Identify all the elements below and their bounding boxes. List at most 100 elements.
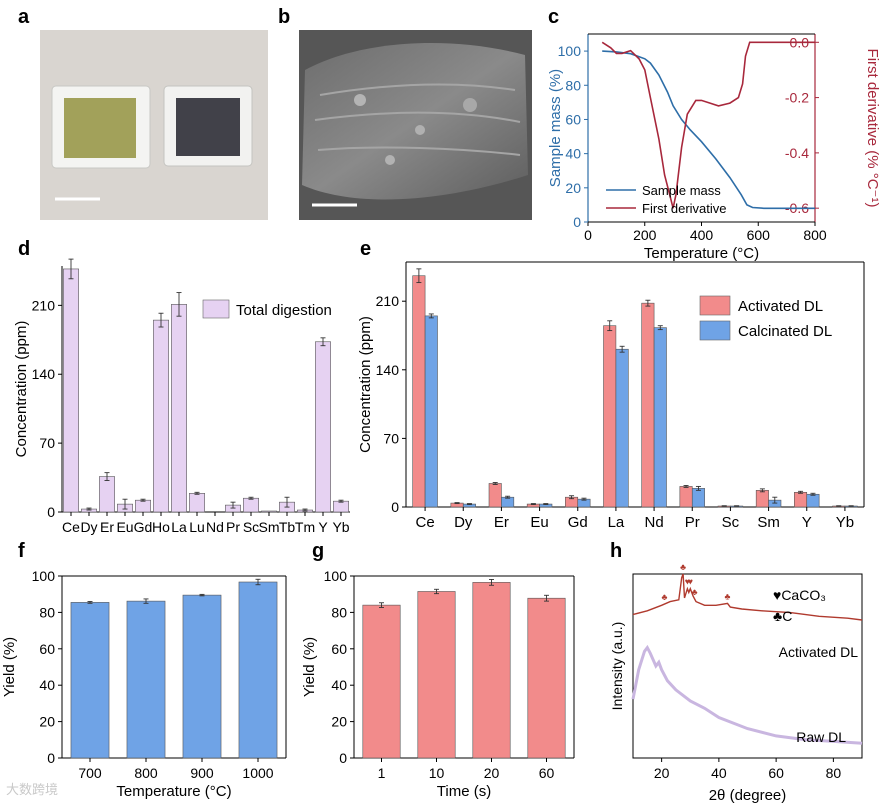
plot-frame — [632, 573, 863, 759]
series-line-first-derivative — [601, 41, 815, 209]
sem-image-panel-b — [299, 30, 532, 220]
peak-marker: ♣ — [680, 562, 686, 572]
bar-1-yield — [362, 604, 401, 759]
panel-label-g: g — [312, 540, 325, 562]
x-tick-label-Sc: Sc — [722, 514, 740, 531]
y-tick-label: 60 — [331, 641, 347, 657]
x-tick-label-Yb: Yb — [332, 519, 349, 535]
chart-f-yield-temperature: 0 20 40 60 80 100 700 800 900 1000 Yield (%) Temper… — [1, 568, 287, 800]
series-line-activated-dl — [632, 573, 863, 621]
x-tick-label: 600 — [747, 227, 771, 243]
bar-Nd-calcinated-dl — [653, 327, 667, 508]
bar-700-yield — [70, 602, 110, 759]
legend-label: Calcinated DL — [738, 323, 832, 340]
legend-label: Activated DL — [738, 298, 823, 315]
y-axis-label: Concentration (ppm) — [357, 316, 374, 453]
x-axis-label: 2θ (degree) — [709, 787, 787, 804]
x-tick-label-Y: Y — [318, 519, 328, 535]
peak-marker: ♣ — [725, 591, 731, 601]
y-tick-label: 100 — [32, 568, 56, 584]
x-tick-label-800: 800 — [134, 765, 158, 781]
x-tick-label: 20 — [654, 765, 670, 781]
bar-Sc-total-digestion — [243, 497, 259, 513]
panel-label-h: h — [610, 540, 623, 562]
panel-label-d: d — [18, 238, 31, 260]
x-tick-label-Dy: Dy — [454, 514, 473, 531]
x-tick-label-60: 60 — [539, 765, 555, 781]
x-tick-label-La: La — [171, 519, 187, 535]
legend-label: ♥CaCO₃ — [773, 587, 826, 603]
bar-Gd-total-digestion — [135, 499, 151, 513]
y-tick-label: 140 — [32, 366, 56, 382]
y-tick-label: 80 — [331, 604, 347, 620]
bar-Ce-activated-dl — [412, 275, 426, 508]
y-tick-label: 20 — [565, 180, 581, 196]
bar-Nd-activated-dl — [641, 302, 655, 508]
y-tick-label: 0 — [573, 214, 581, 230]
y-tick-label: 100 — [558, 43, 582, 59]
bar-Pr-calcinated-dl — [691, 488, 705, 508]
x-tick-label: 0 — [584, 227, 592, 243]
y-tick-label: 20 — [331, 714, 347, 730]
y-tick-label: 60 — [39, 641, 55, 657]
chart-g-yield-time: 0 20 40 60 80 100 1 10 20 60 Yield (%) Time (s) — [301, 568, 575, 800]
chart-d-total-digestion: 0 70 140 210 Ce Dy Er Eu Gd Ho La Lu Nd Pr Sc Sm Tb Tm Y Yb… — [13, 258, 350, 535]
peak-marker: ♥ — [685, 577, 690, 587]
peak-marker: ♥ — [688, 577, 693, 587]
watermark: 大数跨境 — [6, 783, 59, 798]
bar-Er-activated-dl — [488, 483, 502, 508]
x-tick-label-20: 20 — [484, 765, 500, 781]
x-tick-label-700: 700 — [78, 765, 102, 781]
bar-20-yield — [472, 582, 511, 759]
peak-marker: ♣ — [662, 592, 668, 602]
curve-label-raw: Raw DL — [796, 729, 846, 745]
x-tick-label-Ho: Ho — [152, 519, 170, 535]
panel-label-f: f — [18, 540, 25, 562]
y-tick-label: 70 — [39, 435, 55, 451]
x-tick-label-Sm: Sm — [757, 514, 780, 531]
x-tick-label-Dy: Dy — [80, 519, 97, 535]
y-tick-label: 210 — [376, 293, 400, 309]
x-tick-label: 80 — [826, 765, 842, 781]
bar-La-total-digestion — [171, 304, 187, 513]
y2-tick-label: -0.2 — [785, 90, 809, 106]
x-tick-label-Gd: Gd — [134, 519, 153, 535]
bar-Ce-total-digestion — [63, 268, 79, 513]
x-tick-label-Eu: Eu — [530, 514, 548, 531]
x-tick-label-Pr: Pr — [685, 514, 700, 531]
y-axis-label: Intensity (a.u.) — [609, 622, 625, 711]
x-tick-label: 200 — [633, 227, 657, 243]
legend-label: ♣C — [773, 608, 792, 624]
x-tick-label-1000: 1000 — [242, 765, 273, 781]
curve-label-activated: Activated DL — [779, 644, 859, 660]
bar-Sm-activated-dl — [755, 490, 769, 508]
x-tick-label-Tm: Tm — [295, 519, 315, 535]
x-tick-label-Tb: Tb — [279, 519, 296, 535]
y-tick-label: 70 — [383, 430, 399, 446]
bar-Ce-calcinated-dl — [424, 315, 438, 508]
x-tick-label-10: 10 — [429, 765, 445, 781]
bar-Yb-total-digestion — [333, 500, 349, 513]
x-tick-label-Ce: Ce — [415, 514, 434, 531]
bar-800-yield — [126, 600, 166, 759]
bar-1000-yield — [238, 581, 278, 759]
series-line-raw-dl — [631, 644, 863, 745]
y-axis-label: Yield (%) — [1, 637, 18, 697]
x-tick-label-Eu: Eu — [116, 519, 133, 535]
x-tick-label: 40 — [711, 765, 727, 781]
x-tick-label: 60 — [768, 765, 784, 781]
x-tick-label-Er: Er — [100, 519, 114, 535]
chart-c-tga: 0 200 400 600 8000204060801000.0-0.2-0.4-0.6… — [547, 33, 881, 262]
x-tick-label-Yb: Yb — [836, 514, 854, 531]
legend-swatch — [699, 295, 731, 316]
x-axis-label: Temperature (°C) — [644, 245, 759, 262]
x-tick-label-Er: Er — [494, 514, 509, 531]
y2-axis-label: First derivative (% °C⁻¹) — [864, 49, 881, 208]
bar-Sm-total-digestion — [261, 510, 277, 513]
bar-Y-calcinated-dl — [806, 493, 820, 508]
bar-60-yield — [527, 597, 566, 759]
legend-swatch — [202, 299, 230, 319]
bar-La-activated-dl — [603, 325, 617, 508]
bar-Er-total-digestion — [99, 476, 115, 513]
